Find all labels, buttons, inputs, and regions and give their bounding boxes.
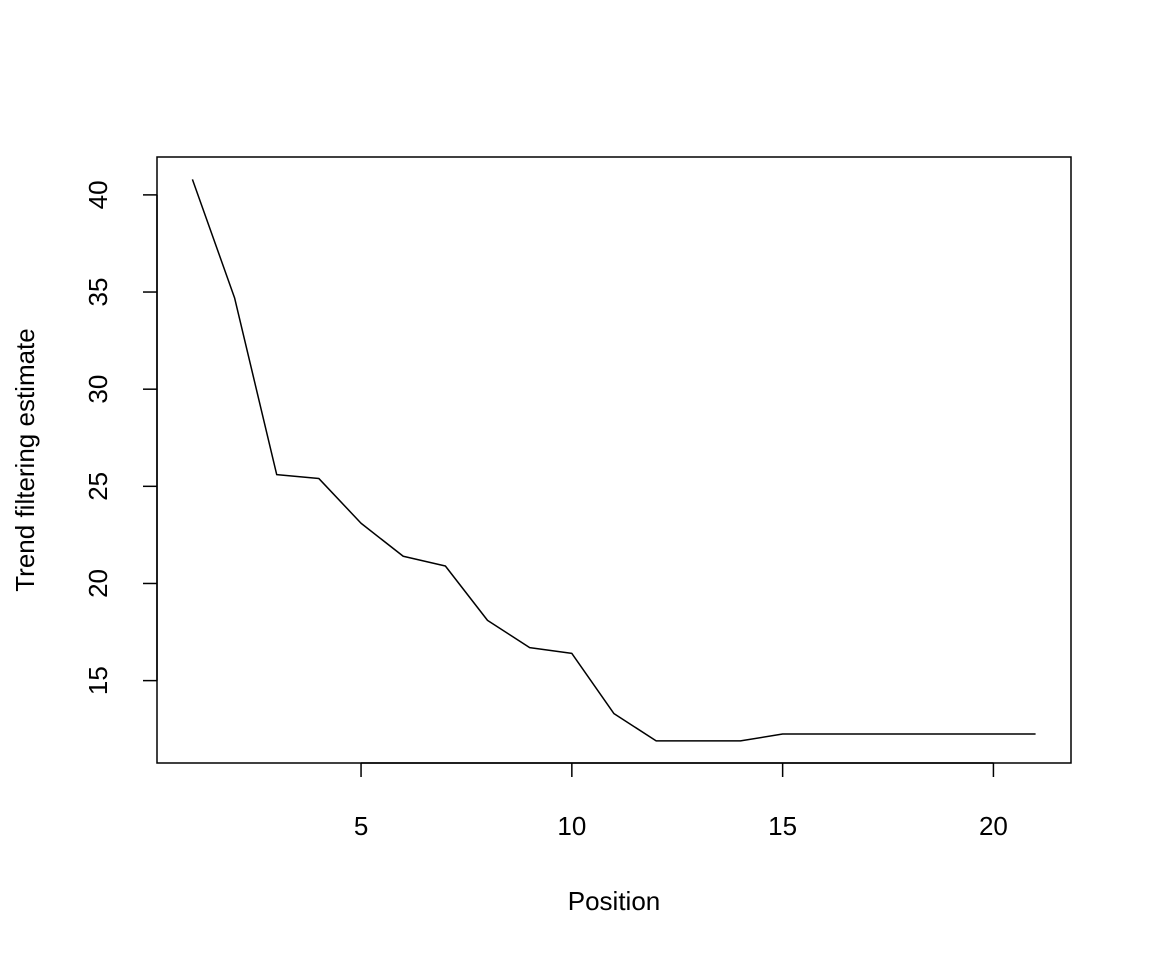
y-axis-title: Trend filtering estimate — [10, 328, 40, 591]
x-axis-title: Position — [568, 886, 661, 916]
plot-frame — [156, 156, 1072, 764]
series-line — [191, 179, 1036, 742]
x-tick-label: 20 — [979, 811, 1008, 841]
series-layer — [191, 179, 1036, 742]
y-tick-label: 25 — [83, 472, 113, 501]
y-tick-label: 20 — [83, 569, 113, 598]
x-tick-label: 15 — [768, 811, 797, 841]
y-tick-label: 35 — [83, 278, 113, 307]
y-tick-label: 30 — [83, 375, 113, 404]
y-axis: 15 20 25 30 35 40 — [83, 180, 158, 695]
x-tick-label: 5 — [354, 811, 368, 841]
y-tick-label: 40 — [83, 180, 113, 209]
x-tick-label: 10 — [557, 811, 586, 841]
x-axis: 5 10 15 20 — [354, 762, 1008, 841]
y-tick-label: 15 — [83, 666, 113, 695]
